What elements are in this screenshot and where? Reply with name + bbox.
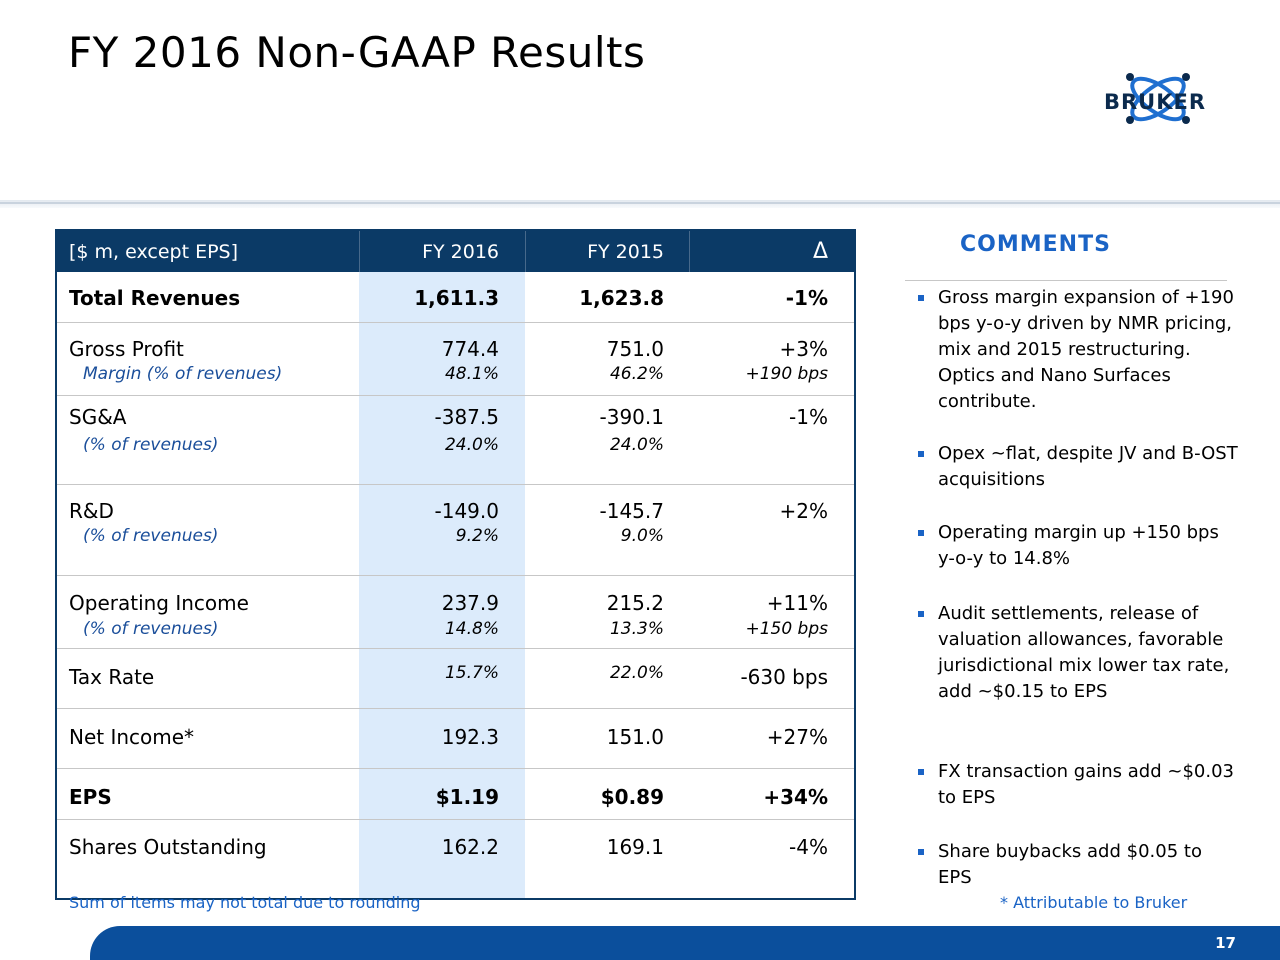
row-label: Shares Outstanding [69, 835, 267, 859]
header-fy2016: FY 2016 [422, 241, 499, 263]
subrow-label: Margin (% of revenues) [83, 364, 283, 384]
row-label: EPS [69, 785, 112, 809]
header-delta: Δ [812, 239, 828, 264]
header-divider-line [0, 202, 1280, 204]
row-label: SG&A [69, 405, 127, 429]
row-divider [57, 395, 854, 396]
header-divider [0, 200, 1280, 208]
comment-bullet: Audit settlements, release of valuation … [918, 601, 1238, 705]
row-fy2015: -390.1 [599, 405, 664, 429]
row-label: Gross Profit [69, 337, 184, 361]
row-delta: -1% [785, 286, 828, 310]
subrow-fy2016: 14.8% [444, 619, 499, 639]
row-fy2015: 215.2 [606, 591, 664, 615]
row-fy2016: 192.3 [441, 725, 499, 749]
row-fy2016: 162.2 [441, 835, 499, 859]
subrow-fy2015: 9.0% [620, 526, 664, 546]
row-delta: +11% [766, 591, 828, 615]
header-separator [359, 231, 360, 272]
row-fy2016: 774.4 [441, 337, 499, 361]
subrow-fy2015: 13.3% [609, 619, 664, 639]
comment-bullet: Gross margin expansion of +190 bps y-o-y… [918, 285, 1238, 415]
bullet-square-icon [918, 769, 924, 775]
header-fy2015: FY 2015 [587, 241, 664, 263]
subrow-label: (% of revenues) [83, 526, 219, 546]
results-table: [$ m, except EPS] FY 2016 FY 2015 Δ Tota… [55, 229, 856, 900]
header-separator [689, 231, 690, 272]
row-fy2015: 151.0 [606, 725, 664, 749]
header-label: [$ m, except EPS] [69, 241, 239, 263]
row-fy2016: 15.7% [444, 663, 499, 683]
bullet-square-icon [918, 530, 924, 536]
comment-text: Gross margin expansion of +190 bps y-o-y… [938, 287, 1234, 412]
subrow-fy2015: 46.2% [609, 364, 664, 384]
row-fy2015: 1,623.8 [579, 286, 664, 310]
row-fy2015: 22.0% [609, 663, 664, 683]
comments-divider [905, 280, 1227, 281]
comment-text: Operating margin up +150 bps y-o-y to 14… [938, 522, 1219, 569]
bullet-square-icon [918, 451, 924, 457]
comment-text: Share buybacks add $0.05 to EPS [938, 841, 1202, 888]
bruker-logo: BRUKER [1098, 62, 1234, 136]
subrow-fy2016: 9.2% [455, 526, 499, 546]
attribution-footnote: * Attributable to Bruker [1000, 893, 1188, 912]
row-label: Total Revenues [69, 286, 241, 310]
comment-bullet: Operating margin up +150 bps y-o-y to 14… [918, 520, 1238, 572]
table-header: [$ m, except EPS] FY 2016 FY 2015 Δ [57, 231, 854, 272]
rounding-footnote: Sum of items may not total due to roundi… [69, 893, 421, 912]
row-divider [57, 708, 854, 709]
row-label: Tax Rate [69, 665, 155, 689]
bullet-square-icon [918, 611, 924, 617]
subrow-fy2015: 24.0% [609, 435, 664, 455]
row-fy2016: 237.9 [441, 591, 499, 615]
row-delta: -4% [789, 835, 828, 859]
slide-title: FY 2016 Non-GAAP Results [68, 28, 646, 77]
row-label: Operating Income [69, 591, 249, 615]
row-delta: -630 bps [740, 665, 828, 689]
subrow-delta: +150 bps [745, 619, 828, 639]
row-fy2015: 169.1 [606, 835, 664, 859]
row-label: R&D [69, 499, 114, 523]
bullet-square-icon [918, 849, 924, 855]
row-fy2015: -145.7 [599, 499, 664, 523]
row-delta: +27% [766, 725, 828, 749]
row-delta: +3% [779, 337, 829, 361]
bullet-square-icon [918, 295, 924, 301]
row-fy2016: 1,611.3 [414, 286, 499, 310]
row-fy2016: $1.19 [435, 785, 499, 809]
fy2016-highlight-column [359, 272, 525, 898]
row-fy2015: $0.89 [600, 785, 664, 809]
row-delta: +34% [763, 785, 828, 809]
row-divider [57, 484, 854, 485]
row-fy2016: -149.0 [434, 499, 499, 523]
row-divider [57, 768, 854, 769]
comment-text: Audit settlements, release of valuation … [938, 603, 1230, 702]
subrow-label: (% of revenues) [83, 435, 219, 455]
row-fy2016: -387.5 [434, 405, 499, 429]
subrow-fy2016: 24.0% [444, 435, 499, 455]
row-divider [57, 322, 854, 323]
comment-bullet: Share buybacks add $0.05 to EPS [918, 839, 1238, 891]
subrow-label: (% of revenues) [83, 619, 219, 639]
comment-text: Opex ~flat, despite JV and B-OST acquisi… [938, 443, 1238, 490]
comment-bullet: FX transaction gains add ~$0.03 to EPS [918, 759, 1238, 811]
atom-logo-icon [1126, 73, 1190, 124]
subrow-fy2016: 48.1% [444, 364, 499, 384]
comment-bullet: Opex ~flat, despite JV and B-OST acquisi… [918, 441, 1238, 493]
footer-bar [90, 926, 1280, 960]
row-fy2015: 751.0 [606, 337, 664, 361]
comments-heading: COMMENTS [960, 232, 1111, 257]
row-delta: -1% [789, 405, 828, 429]
row-divider [57, 575, 854, 576]
header-separator [525, 231, 526, 272]
subrow-delta: +190 bps [745, 364, 828, 384]
row-divider [57, 648, 854, 649]
logo-wordmark: BRUKER [1104, 90, 1207, 114]
row-label: Net Income* [69, 725, 195, 749]
row-delta: +2% [779, 499, 829, 523]
row-divider [57, 819, 854, 820]
page-number: 17 [1215, 934, 1236, 952]
comment-text: FX transaction gains add ~$0.03 to EPS [938, 761, 1234, 808]
